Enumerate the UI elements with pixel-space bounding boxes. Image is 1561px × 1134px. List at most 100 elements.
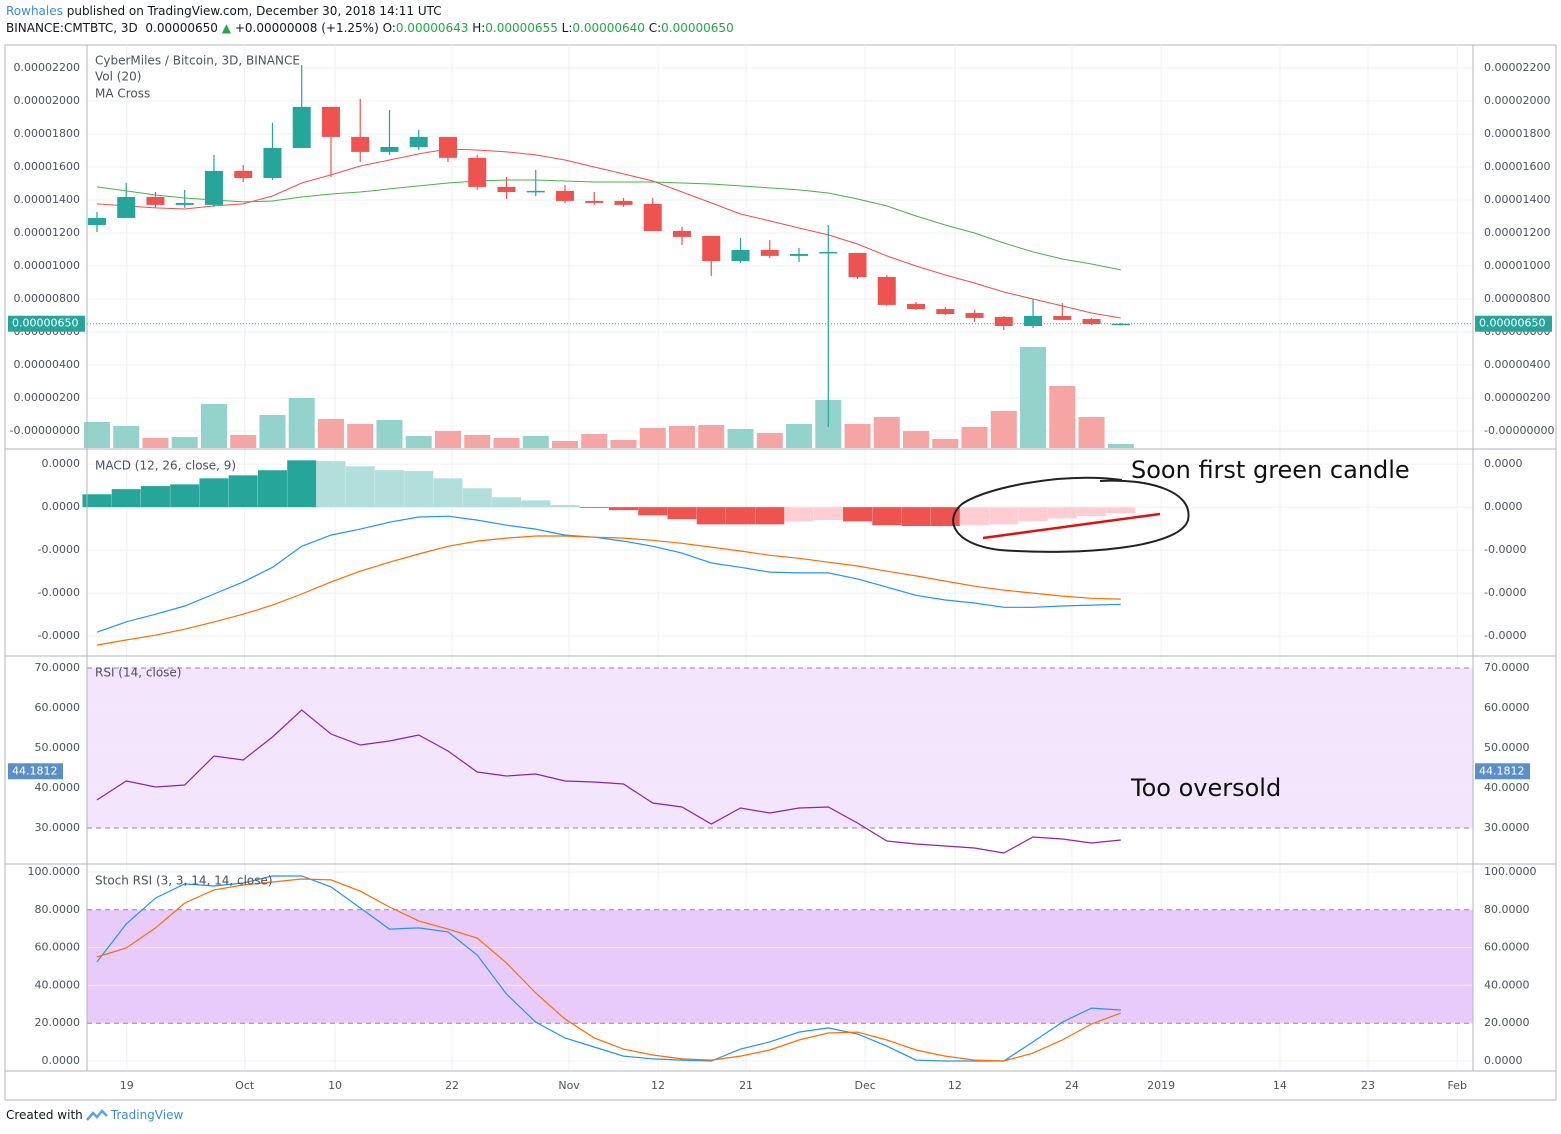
y-tick-label: -0.0000 [38,629,80,642]
y-tick-label: 0.00000200 [1484,391,1550,404]
x-tick-label: 12 [651,1079,665,1092]
volume-bar [639,428,666,448]
volume-bar [932,439,959,448]
y-tick-label: 0.00001600 [1484,160,1550,173]
price-label-box-left [8,315,85,332]
histogram-bar [960,507,990,526]
trend-line [982,512,1161,540]
histogram-bar [755,507,785,525]
y-tick-label: 80.0000 [35,903,81,916]
ma-line [96,179,1121,271]
ohlc: O:0.00000643 H:0.00000655 L:0.00000640 C… [383,21,734,35]
histogram-bar [1047,507,1077,519]
x-tick-label: 10 [328,1079,342,1092]
price-label-left: 44.1812 [12,764,58,777]
histogram-bar [140,486,170,508]
y-tick-label: -0.0000 [38,543,80,556]
volume-bar [1078,417,1105,448]
freehand-ellipse [952,476,1190,553]
candle-body [438,136,457,158]
volume-bar [669,426,696,448]
price: 0.00000650 [145,21,218,35]
y-tick-label: 20.0000 [35,1016,81,1029]
volume-bar [347,424,374,448]
x-tick-label: 22 [445,1079,459,1092]
volume-bar [317,419,344,448]
y-tick-label: 0.00001800 [14,127,80,140]
histogram-bar [491,497,521,508]
x-tick-label: Oct [235,1079,255,1092]
candle-body [702,235,721,262]
y-tick-label: -0.0000 [38,586,80,599]
price-label-left: 0.00000650 [12,317,78,330]
y-tick-label: 0.00000400 [1484,358,1550,371]
y-tick-label: 0.00001400 [1484,193,1550,206]
indicator-line [96,709,1121,854]
volume-bar [405,436,432,448]
y-tick-label: 60.0000 [35,941,81,954]
candle-body [380,146,399,152]
indicator-line [96,535,1121,646]
candle-body [585,200,604,203]
legend-entry: MA Cross [95,87,150,101]
candle-body [87,217,106,226]
pane-title: MACD (12, 26, close, 9) [95,459,236,473]
logo-wave [85,1109,108,1121]
candle-body [204,170,223,205]
candle-body [848,252,867,278]
histogram-bar [667,507,697,520]
x-tick-label: 24 [1065,1079,1079,1092]
y-tick-label: 0.0000 [42,1054,81,1067]
candle-body [907,303,926,310]
candle-body [673,230,692,237]
volume-bar [844,424,871,448]
candle-body [555,190,574,201]
candle-body [234,170,253,179]
histogram-bar [989,507,1019,525]
price-label-box-left [8,763,63,780]
author-link[interactable]: Rowhales [6,4,63,18]
y-tick-label: 60.0000 [1484,941,1530,954]
volume-bar [756,433,783,448]
candle-body [409,136,428,147]
volume-bar [990,411,1017,448]
histogram-bar [462,488,492,508]
y-tick-label: 100.0000 [28,865,81,878]
histogram-bar [521,500,551,508]
volume-bar [493,438,520,448]
ohlc-value: 0.00000643 [395,21,469,35]
indicator-line [96,515,1121,633]
price-label-right: 0.00000650 [1479,317,1545,330]
y-tick-label: -0.0000 [1484,543,1526,556]
histogram-bar [638,507,668,516]
x-tick-label: Nov [558,1079,580,1092]
y-tick-label: 0.0000 [1484,1054,1523,1067]
y-tick-label: 0.0000 [1484,457,1523,470]
band [87,909,1473,1024]
histogram-bar [111,489,141,508]
brand[interactable]: TradingView [110,1108,184,1122]
y-tick-label: 0.0000 [1484,500,1523,513]
volume-bar [903,431,930,448]
histogram-bar [608,507,638,511]
candle-body [1053,315,1072,320]
volume-bar [171,437,198,448]
volume-bar [434,431,461,448]
histogram-bar [726,507,756,525]
y-tick-label: 0.00000800 [14,292,80,305]
pane-title: Stoch RSI (3, 3, 14, 14, close) [95,874,273,888]
histogram-bar [374,470,404,508]
y-tick-label: 0.00001200 [1484,226,1550,239]
y-tick-label: 50.0000 [1484,741,1530,754]
footer: Created with TradingView [6,1108,183,1122]
candle-body [117,196,136,218]
histogram-bar [1077,507,1107,517]
ohlc-label: C: [648,21,662,35]
volume-bar [1107,444,1134,448]
legend-entry: Vol (20) [95,70,141,84]
histogram-bar [550,505,580,508]
y-tick-label: -0.00000000 [10,424,80,437]
y-tick-label: 70.0000 [35,661,81,674]
y-tick-label: 0.00002000 [1484,94,1550,107]
